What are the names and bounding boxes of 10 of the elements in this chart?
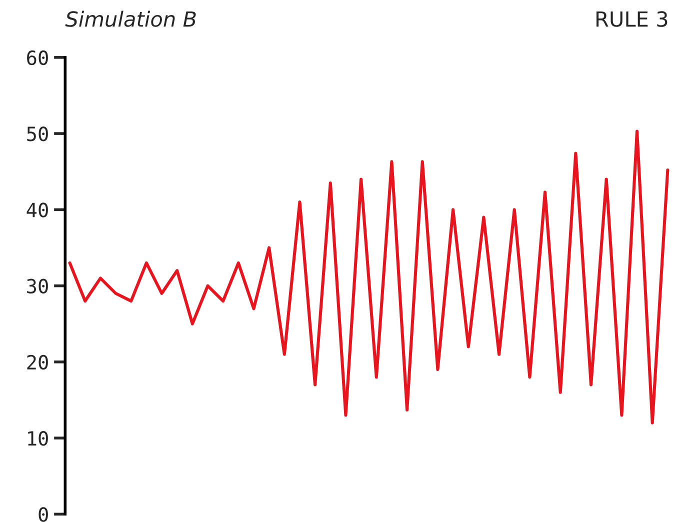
y-tick-label: 10 [28, 431, 48, 446]
y-tick-label: 20 [27, 354, 48, 370]
y-tick-label: 60 [27, 50, 48, 66]
line-series [68, 130, 670, 424]
y-tick-label: 0 [38, 507, 48, 522]
y-tick-label: 50 [27, 126, 48, 142]
y-tick-label: 30 [27, 278, 48, 294]
chart-subtitle: RULE 3 [596, 11, 668, 27]
y-tick-label: 40 [26, 202, 48, 218]
chart-title: Simulation B [65, 10, 196, 27]
